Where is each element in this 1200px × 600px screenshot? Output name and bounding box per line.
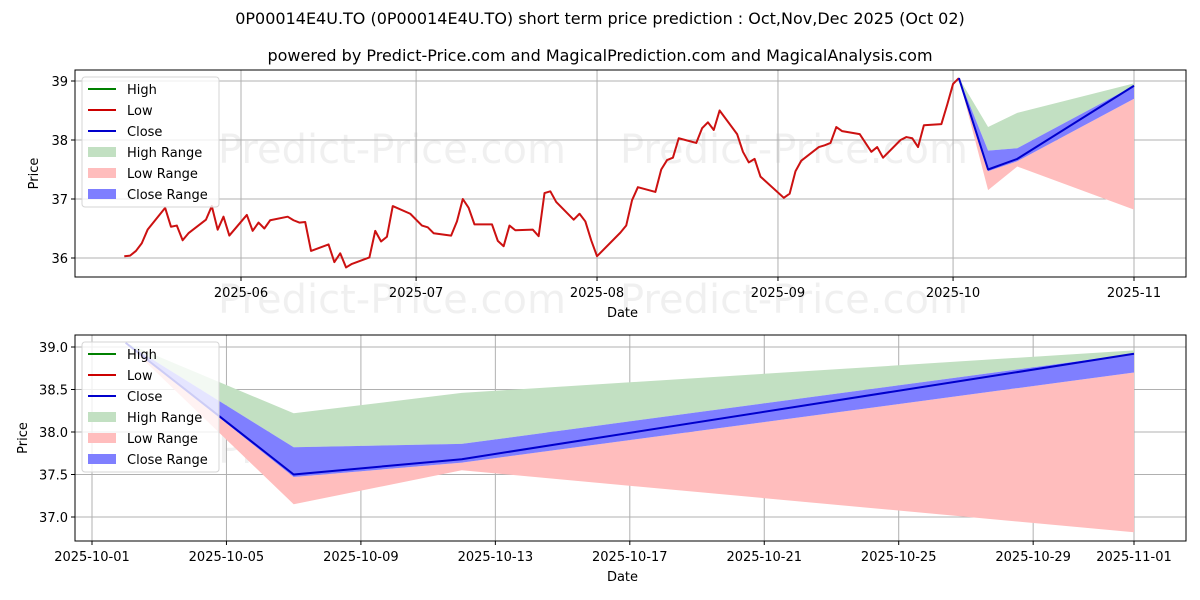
y-tick-label: 38.0 <box>39 426 68 441</box>
legend-label: Close Range <box>127 188 208 203</box>
y-tick-label: 38 <box>51 134 68 149</box>
legend-label: Close <box>127 390 162 405</box>
y-tick-label: 39 <box>51 75 68 90</box>
y-axis-label: Price <box>16 422 31 454</box>
legend: High Low Close High Range Low Range Close Ran… <box>81 76 220 208</box>
legend-swatch-high-range <box>88 412 116 422</box>
high-range-band <box>125 342 1134 448</box>
bottom-chart-panel: Predict-Price.comPredict-Price.com37.037… <box>16 334 1187 585</box>
legend-swatch-low-range <box>88 168 116 178</box>
x-tick-label: 2025-10-05 <box>189 550 265 565</box>
legend-label: Low <box>127 369 153 384</box>
x-tick-label: 2025-10-25 <box>861 550 937 565</box>
y-tick-label: 38.5 <box>39 384 68 399</box>
x-tick-label: 2025-10-13 <box>458 550 534 565</box>
legend-swatch-high-range <box>88 147 116 157</box>
y-tick-label: 39.0 <box>39 341 68 356</box>
high-range-band <box>958 78 1134 151</box>
legend-swatch-close-range <box>88 189 116 199</box>
x-tick-label: 2025-11 <box>1107 286 1161 301</box>
axes-frame <box>74 334 1187 542</box>
legend-label: Low <box>127 104 153 119</box>
legend-label: Close Range <box>127 453 208 468</box>
chart-title: 0P00014E4U.TO (0P00014E4U.TO) short term… <box>235 9 965 28</box>
watermark-text: Predict-Price.com <box>218 277 566 323</box>
plot-area <box>75 70 1186 277</box>
low-range-band <box>958 78 1134 210</box>
low-range-band <box>125 342 1134 533</box>
x-tick-label: 2025-06 <box>214 286 268 301</box>
legend-label: Close <box>127 125 162 140</box>
y-tick-label: 37 <box>51 193 68 208</box>
x-axis-label: Date <box>607 570 638 585</box>
x-tick-label: 2025-10 <box>926 286 980 301</box>
close-forecast-line <box>957 77 1135 171</box>
legend-label: Low Range <box>127 432 198 447</box>
x-tick-label: 2025-10-17 <box>592 550 668 565</box>
y-tick-label: 37.5 <box>39 469 68 484</box>
legend-label: High <box>127 348 157 363</box>
x-tick-label: 2025-10-21 <box>726 550 802 565</box>
x-tick-label: 2025-10-01 <box>54 550 130 565</box>
legend-label: High Range <box>127 146 202 161</box>
top-chart-panel: Predict-Price.com Predict-Price.com Predic… <box>27 69 1187 323</box>
legend-swatch-close-range <box>88 454 116 464</box>
x-tick-label: 2025-10-09 <box>323 550 399 565</box>
axes-frame <box>74 69 1187 278</box>
watermark-text: Predict-Price.com <box>218 127 566 173</box>
legend-box <box>81 341 220 473</box>
x-tick-label: 2025-10-29 <box>995 550 1071 565</box>
legend-label: High <box>127 83 157 98</box>
legend-label: High Range <box>127 411 202 426</box>
legend-label: Low Range <box>127 167 198 182</box>
y-axis-label: Price <box>27 158 42 190</box>
legend: High Low Close High Range Low Range Close Ran… <box>81 341 220 473</box>
y-tick-label: 37.0 <box>39 511 68 526</box>
x-tick-label: 2025-07 <box>389 286 443 301</box>
legend-swatch-low-range <box>88 433 116 443</box>
x-tick-label: 2025-08 <box>570 286 624 301</box>
y-tick-label: 36 <box>51 252 68 267</box>
low-price-line <box>124 77 960 269</box>
x-tick-label: 2025-11-01 <box>1096 550 1172 565</box>
legend-box <box>81 76 220 208</box>
watermark-text: Predict-Price.com <box>620 277 968 323</box>
x-tick-label: 2025-09 <box>751 286 805 301</box>
x-axis-label: Date <box>607 306 638 321</box>
watermark-text: Predict-Price.com <box>620 127 968 173</box>
chart-subtitle: powered by Predict-Price.com and Magical… <box>267 46 933 65</box>
